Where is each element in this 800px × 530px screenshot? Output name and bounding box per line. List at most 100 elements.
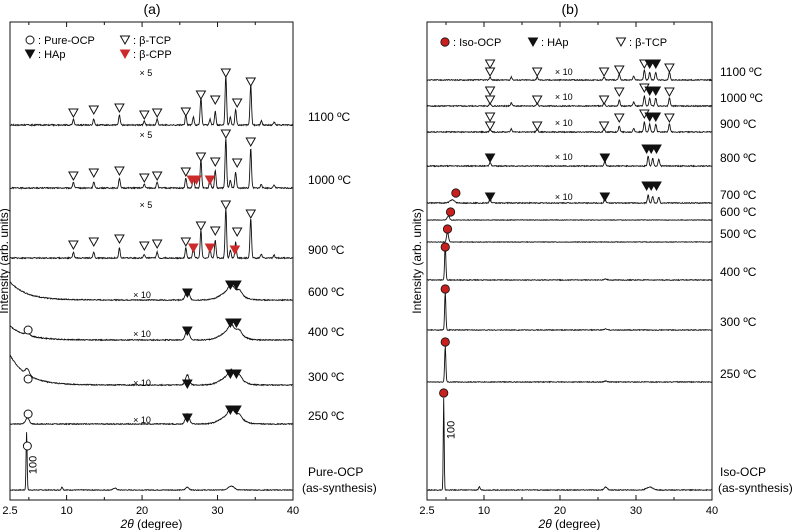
phase-marker [484, 59, 496, 70]
xrd-pattern [9, 75, 294, 127]
y-axis-label: Intensity (arb. units) [410, 208, 424, 313]
scale-factor-note: × 5 [139, 68, 152, 78]
y-axis-label: Intensity (arb. units) [0, 208, 11, 313]
x-tick-label: 2.5 [419, 505, 434, 517]
xrd-pattern [426, 69, 713, 82]
phase-marker [664, 87, 675, 98]
phase-marker [231, 227, 243, 238]
phase-marker [613, 87, 625, 98]
phase-marker [220, 129, 232, 140]
xrd-pattern [9, 138, 294, 190]
phase-marker [181, 413, 193, 424]
phase-marker [599, 153, 611, 164]
phase-marker [220, 68, 232, 79]
phase-marker [531, 121, 543, 132]
phase-marker [231, 280, 242, 291]
phase-marker [440, 284, 450, 294]
phase-marker [181, 326, 193, 337]
phase-marker [531, 67, 543, 78]
xrd-pattern [9, 354, 294, 387]
legend-entry: : Pure-OCP [38, 35, 95, 47]
xrd-pattern [9, 432, 294, 492]
x-tick-label: 20 [136, 505, 148, 517]
xrd-pattern [426, 121, 713, 134]
phase-marker [484, 153, 496, 164]
phase-marker [440, 337, 450, 347]
phase-marker [88, 237, 100, 248]
xrd-pattern [426, 346, 713, 384]
phase-marker [651, 144, 662, 155]
phase-marker [88, 168, 100, 179]
panel-label: (b) [561, 1, 578, 17]
phase-marker [114, 234, 125, 245]
phase-marker [598, 95, 610, 106]
xrd-pattern [426, 95, 713, 108]
phase-marker [181, 288, 193, 299]
legend: : Iso-OCP: HAp: β-TCP [440, 37, 667, 49]
phase-marker [209, 95, 221, 106]
phase-marker [231, 318, 242, 329]
peak-index-label: 100 [27, 456, 39, 474]
curve-label: 250 ºC [720, 367, 757, 381]
legend-symbol [119, 49, 131, 60]
legend-entry: : Iso-OCP [453, 37, 501, 49]
phase-marker [613, 65, 625, 76]
x-tick-label: 30 [211, 505, 223, 517]
legend-entry: : β-TCP [133, 35, 171, 47]
curve-label: 300 ºC [308, 370, 345, 384]
phase-marker [22, 441, 32, 451]
phase-marker [180, 167, 192, 178]
xrd-pattern [426, 230, 713, 244]
legend-symbol [24, 49, 36, 60]
phase-marker [664, 63, 675, 74]
x-tick-label: 10 [478, 505, 490, 517]
xrd-pattern [9, 407, 294, 426]
phase-marker [151, 239, 163, 250]
plot-frame [426, 21, 713, 501]
phase-marker [598, 67, 610, 78]
phase-marker [195, 90, 207, 101]
phase-marker [68, 108, 79, 119]
scale-factor-note: × 10 [133, 378, 151, 388]
phase-marker [245, 209, 257, 220]
phase-marker [231, 98, 243, 109]
phase-marker [650, 112, 662, 123]
phase-marker [442, 224, 453, 234]
phase-marker [195, 152, 207, 163]
curve-label: 600 ºC [720, 205, 757, 219]
scale-factor-note: × 10 [555, 92, 573, 102]
legend-symbol [440, 37, 450, 47]
curve-label: Iso-OCP [720, 465, 766, 479]
phase-marker [484, 192, 496, 203]
curve-label: 400 ºC [720, 265, 757, 279]
xrd-pattern [9, 281, 294, 302]
phase-marker [484, 67, 496, 78]
phase-marker [191, 175, 202, 186]
curve-label: 1000 ºC [720, 91, 763, 105]
scale-factor-note: × 10 [555, 152, 573, 162]
phase-marker [138, 241, 150, 252]
curve-label: 1100 ºC [308, 110, 351, 124]
phase-marker [23, 374, 33, 384]
phase-marker [229, 245, 241, 256]
panel-b: (b) 2.5 10 20 30 40 2θ (degree) Intensity (arb.… [410, 1, 793, 530]
legend-symbol [615, 37, 627, 48]
phase-marker [231, 158, 243, 169]
phase-marker [484, 86, 496, 97]
scale-factor-note: × 10 [555, 67, 573, 77]
xrd-pattern [9, 323, 294, 342]
phase-marker [650, 86, 662, 97]
phase-marker [138, 110, 150, 121]
curve-label: Pure-OCP [308, 465, 363, 479]
phase-marker [231, 405, 242, 416]
x-tick-label: 40 [287, 505, 299, 517]
curve-label-sub: (as-synthesis) [302, 481, 377, 495]
x-axis-label: 2θ (degree) [120, 517, 183, 530]
legend-symbol [25, 35, 35, 45]
phase-marker [68, 171, 79, 182]
phase-marker [245, 137, 257, 148]
xrd-pattern [426, 155, 713, 168]
legend-entry: : β-CPP [133, 49, 172, 61]
legend: : Pure-OCP: β-TCP: HAp: β-CPP [24, 35, 172, 61]
curve-label: 800 ºC [720, 151, 757, 165]
